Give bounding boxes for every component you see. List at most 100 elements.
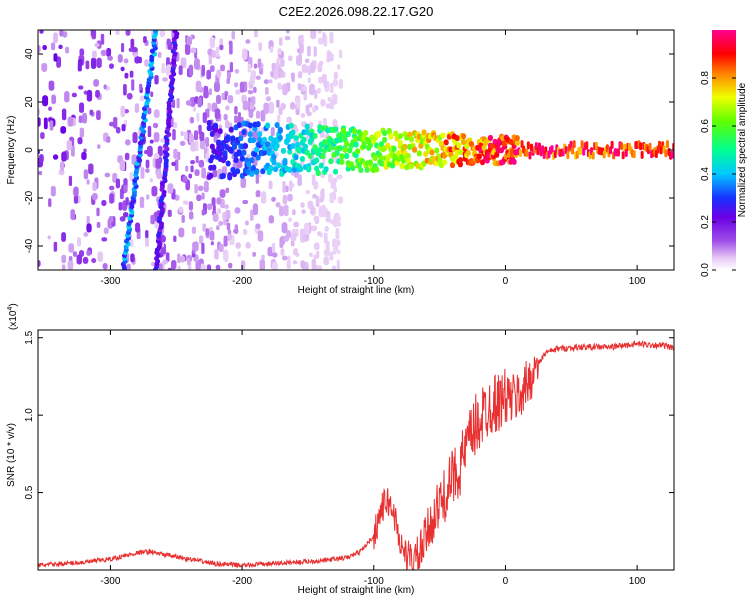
- heatmap-cell: [96, 207, 100, 217]
- heatmap-cell: [308, 103, 313, 108]
- heatmap-cell: [38, 44, 41, 54]
- heatmap-cell: [271, 242, 276, 253]
- y-tick-label: 0.5: [24, 485, 35, 499]
- snr-background: [38, 330, 674, 570]
- heatmap-cell: [300, 202, 305, 208]
- heatmap-cell: [177, 253, 181, 264]
- heatmap-cell: [616, 148, 620, 157]
- heatmap-cell: [122, 211, 129, 218]
- heatmap-cell: [405, 157, 411, 164]
- heatmap-cell: [300, 112, 305, 118]
- heatmap-cell: [188, 64, 194, 77]
- heatmap-cell: [325, 217, 332, 223]
- heatmap-cell: [572, 140, 576, 149]
- heatmap-cell: [130, 38, 135, 50]
- x-tick-label: -300: [100, 276, 120, 287]
- snr-y-label: SNR (10 * v/v): [6, 423, 17, 487]
- heatmap-cell: [222, 154, 228, 161]
- heatmap-cell: [225, 160, 231, 167]
- heatmap-cell: [201, 209, 206, 216]
- heatmap-cell: [131, 79, 135, 91]
- heatmap-cell: [152, 122, 159, 129]
- heatmap-cell: [289, 180, 293, 192]
- heatmap-cell: [240, 177, 247, 189]
- heatmap-cell: [580, 140, 584, 149]
- heatmap-cell: [82, 112, 87, 124]
- heatmap-cell: [149, 139, 154, 144]
- snr-x-axis: -300 -200 -100 0 100: [100, 330, 646, 587]
- heatmap-cell: [265, 96, 271, 102]
- heatmap-cell: [405, 153, 411, 160]
- heatmap-cell: [97, 144, 101, 149]
- heatmap-cell: [129, 239, 134, 248]
- heatmap-cell: [184, 43, 191, 55]
- heatmap-cell: [317, 265, 322, 270]
- heatmap-cell: [301, 136, 307, 143]
- heatmap-cell: [139, 95, 145, 102]
- heatmap-cell: [301, 85, 307, 92]
- heatmap-cell: [313, 242, 320, 251]
- heatmap-cell: [288, 55, 293, 62]
- heatmap-cell: [277, 66, 282, 79]
- heatmap-cell: [305, 189, 310, 195]
- heatmap-cell: [321, 73, 327, 85]
- heatmap-cell: [218, 220, 224, 226]
- heatmap-cell: [269, 46, 274, 53]
- heatmap-cell: [92, 181, 97, 192]
- heatmap-cell: [47, 235, 51, 240]
- heatmap-cell: [303, 143, 309, 150]
- heatmap-cell: [312, 106, 316, 113]
- heatmap-cell: [301, 209, 306, 214]
- heatmap-cell: [340, 127, 346, 134]
- heatmap-cell: [339, 159, 345, 166]
- heatmap-cell: [265, 122, 271, 129]
- heatmap-cell: [76, 254, 82, 265]
- heatmap-cell: [585, 141, 589, 150]
- heatmap-cell: [353, 141, 359, 148]
- heatmap-cell: [227, 233, 233, 241]
- heatmap-cell: [193, 130, 199, 141]
- heatmap-cell: [202, 223, 206, 232]
- heatmap-cell: [83, 169, 89, 180]
- heatmap-cell: [83, 232, 89, 237]
- heatmap-cell: [162, 259, 168, 265]
- heatmap-cell: [257, 230, 264, 242]
- heatmap-cell: [61, 254, 67, 264]
- heatmap-cell: [124, 152, 130, 161]
- heatmap-cell: [514, 135, 520, 142]
- heatmap-cell: [77, 137, 83, 145]
- heatmap-cell: [293, 221, 300, 228]
- heatmap-cell: [199, 131, 205, 142]
- heatmap-cell: [456, 142, 462, 149]
- heatmap-cell: [429, 149, 435, 156]
- heatmap-cell: [213, 126, 219, 133]
- heatmap-cell: [307, 153, 313, 160]
- heatmap-cell: [236, 122, 242, 129]
- heatmap-cell: [464, 143, 470, 150]
- heatmap-cell: [313, 215, 320, 222]
- heatmap-cell: [260, 168, 266, 175]
- snr-multiplier: (x104): [7, 303, 19, 330]
- heatmap-cell: [123, 58, 129, 64]
- heatmap-cell: [216, 197, 222, 205]
- heatmap-cell: [408, 136, 414, 143]
- heatmap-cell: [331, 265, 337, 270]
- heatmap-cell: [231, 143, 237, 150]
- heatmap-cell: [220, 172, 226, 179]
- heatmap-cell: [125, 197, 129, 206]
- heatmap-cell: [323, 256, 329, 266]
- heatmap-cell: [254, 146, 260, 153]
- y-tick-label: 20: [24, 96, 35, 108]
- heatmap-cell: [257, 58, 262, 69]
- heatmap-cell: [161, 63, 165, 72]
- heatmap-cell: [41, 62, 48, 72]
- heatmap-cell: [277, 134, 283, 141]
- heatmap-cell: [53, 241, 58, 252]
- heatmap-cell: [156, 171, 163, 180]
- heatmap-cell: [319, 197, 324, 203]
- heatmap-cell: [508, 139, 514, 146]
- heatmap-cell: [268, 215, 274, 224]
- heatmap-cell: [255, 110, 261, 119]
- heatmap-cell: [309, 83, 315, 96]
